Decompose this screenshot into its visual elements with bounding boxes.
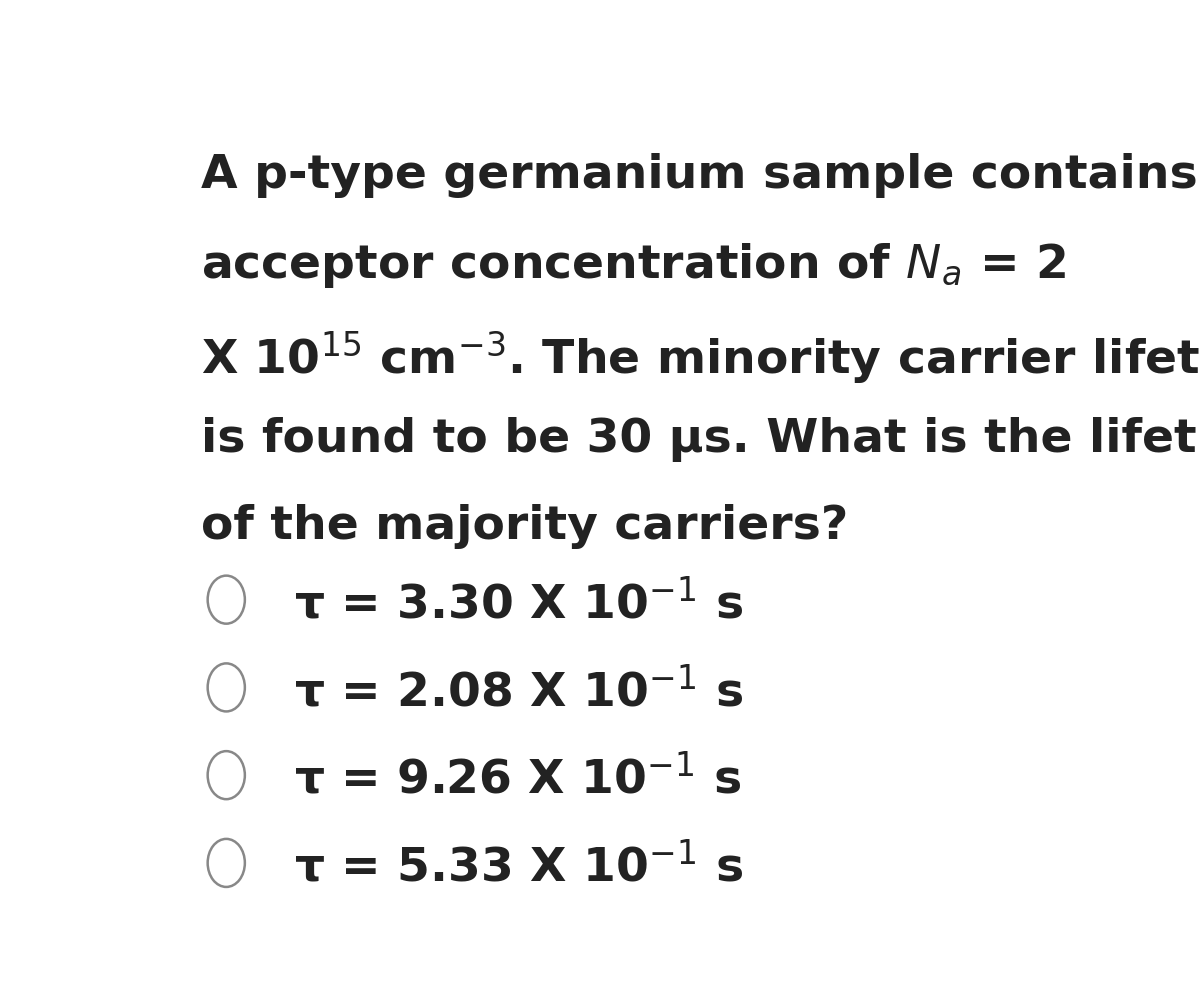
Text: τ = 3.30 X 10$^{-1}$ s: τ = 3.30 X 10$^{-1}$ s	[294, 581, 743, 628]
Text: X 10$^{15}$ cm$^{-3}$. The minority carrier lifetime: X 10$^{15}$ cm$^{-3}$. The minority carr…	[202, 329, 1200, 385]
Text: τ = 2.08 X 10$^{-1}$ s: τ = 2.08 X 10$^{-1}$ s	[294, 668, 743, 716]
Text: τ = 9.26 X 10$^{-1}$ s: τ = 9.26 X 10$^{-1}$ s	[294, 756, 742, 804]
Text: acceptor concentration of $N_a$ = 2: acceptor concentration of $N_a$ = 2	[202, 241, 1066, 290]
Text: A p-type germanium sample contains an: A p-type germanium sample contains an	[202, 154, 1200, 198]
Text: τ = 5.33 X 10$^{-1}$ s: τ = 5.33 X 10$^{-1}$ s	[294, 844, 743, 892]
Text: of the majority carriers?: of the majority carriers?	[202, 504, 848, 549]
Text: is found to be 30 μs. What is the lifetime: is found to be 30 μs. What is the lifeti…	[202, 416, 1200, 462]
